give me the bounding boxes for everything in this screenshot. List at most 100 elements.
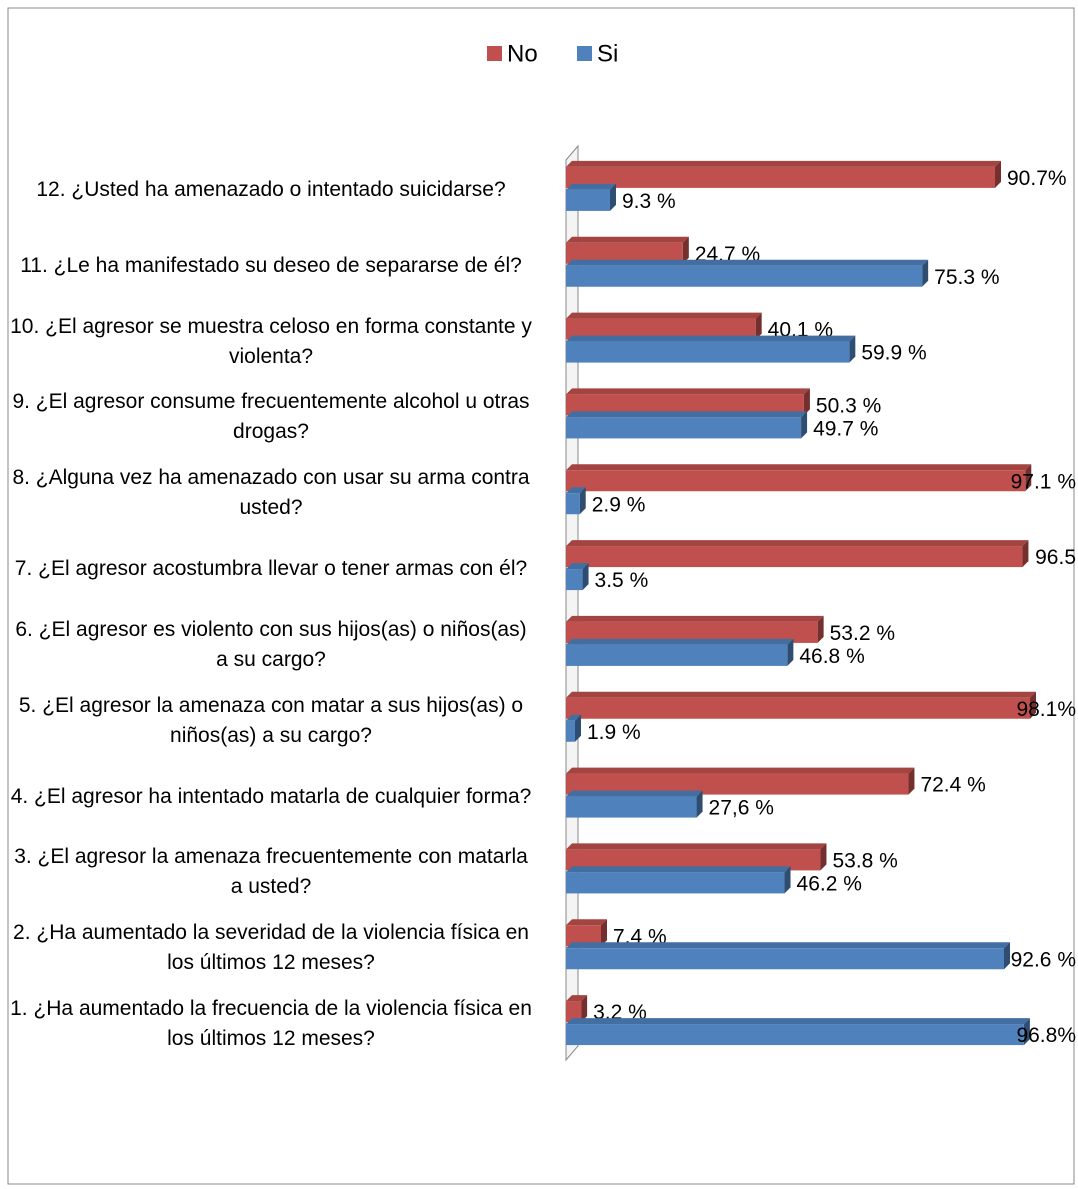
value-label: 50.3 % xyxy=(816,394,881,417)
category-label: 5. ¿El agresor la amenaza con matar a su… xyxy=(18,693,524,747)
value-label: 96.5 xyxy=(1035,546,1076,569)
category-label: 8. ¿Alguna vez ha amenazado con usar su … xyxy=(12,466,530,520)
value-label: 98.1% xyxy=(1016,698,1076,721)
bar-side xyxy=(1030,691,1037,719)
chart-border xyxy=(7,7,1075,1185)
bar-top xyxy=(566,714,581,721)
bar-top xyxy=(566,312,762,319)
bar xyxy=(566,341,850,363)
value-label: 2.9 % xyxy=(592,493,646,516)
bar xyxy=(566,796,697,818)
category-label: 2. ¿Ha aumentado la severidad de la viol… xyxy=(13,921,529,975)
bar xyxy=(566,394,804,416)
value-label: 96.8% xyxy=(1016,1024,1076,1047)
bar-side xyxy=(696,790,703,818)
bar-top xyxy=(566,411,808,418)
value-label: 72.4 % xyxy=(920,774,985,797)
bar-top xyxy=(566,1018,1030,1025)
bar xyxy=(566,546,1023,568)
bar-top xyxy=(566,388,810,395)
category-label: 6. ¿El agresor es violento con sus hijos… xyxy=(15,617,527,671)
category-label: 11. ¿Le ha manifestado su deseo de separ… xyxy=(20,253,522,277)
bar-top xyxy=(566,487,586,494)
category-label: 9. ¿El agresor consume frecuentemente al… xyxy=(12,390,530,444)
bar-top xyxy=(566,942,1010,949)
bar xyxy=(566,925,602,947)
legend-label: No xyxy=(507,40,538,67)
bar-side xyxy=(908,767,915,795)
bar-side xyxy=(582,563,589,591)
value-label: 53.2 % xyxy=(830,622,895,645)
value-label: 75.3 % xyxy=(934,266,999,289)
bar-top xyxy=(566,995,588,1002)
bar-top xyxy=(566,236,689,243)
category-label: 7. ¿El agresor acostumbra llevar o tener… xyxy=(14,557,528,581)
bar-side xyxy=(574,714,581,742)
bar-top xyxy=(566,335,856,342)
category-label: 1. ¿Ha aumentado la frecuencia de la vio… xyxy=(10,997,532,1051)
bar-top xyxy=(566,615,824,622)
bar-side xyxy=(601,919,608,947)
bar-side xyxy=(817,615,824,643)
bar xyxy=(566,621,818,643)
bar xyxy=(566,318,756,340)
bar-top xyxy=(566,638,794,645)
value-label: 49.7 % xyxy=(813,417,878,440)
value-label: 92.6 % xyxy=(1011,948,1076,971)
value-label: 46.2 % xyxy=(797,872,862,895)
bar-side xyxy=(820,843,827,871)
bar-top xyxy=(566,183,616,190)
value-label: 27,6 % xyxy=(709,797,774,820)
bar xyxy=(566,166,996,188)
value-label: 3.5 % xyxy=(595,569,649,592)
value-label: 53.8 % xyxy=(832,849,897,872)
bar-side xyxy=(803,388,810,416)
bar-top xyxy=(566,843,827,850)
value-label: 46.8 % xyxy=(799,645,864,668)
value-label: 90.7% xyxy=(1007,167,1067,190)
bar xyxy=(566,417,802,439)
bar xyxy=(566,1001,582,1023)
bar xyxy=(566,872,785,894)
bar-top xyxy=(566,540,1029,547)
legend-label: Si xyxy=(597,40,618,67)
bar-side xyxy=(682,236,689,264)
bar xyxy=(566,569,583,591)
category-label: 10. ¿El agresor se muestra celoso en for… xyxy=(10,314,532,368)
bar xyxy=(566,242,683,264)
bar xyxy=(566,948,1004,970)
bar-top xyxy=(566,259,929,266)
bar xyxy=(566,849,821,871)
bar-side xyxy=(1025,464,1032,492)
bar-side xyxy=(922,259,929,287)
bar-side xyxy=(579,487,586,515)
value-label: 97.1 % xyxy=(1011,470,1076,493)
bar-side xyxy=(849,335,856,363)
category-label: 12. ¿Usted ha amenazado o intentado suic… xyxy=(36,177,506,201)
value-label: 1.9 % xyxy=(587,721,641,744)
bar xyxy=(566,470,1026,492)
category-label: 3. ¿El agresor la amenaza frecuentemente… xyxy=(14,845,528,899)
bar-top xyxy=(566,919,608,926)
bar-side xyxy=(784,866,791,894)
bar-top xyxy=(566,464,1032,471)
value-label: 9.3 % xyxy=(622,190,676,213)
bar xyxy=(566,697,1031,719)
bar-top xyxy=(566,767,915,774)
bar-top xyxy=(566,790,703,797)
bar-top xyxy=(566,691,1037,698)
bar-side xyxy=(787,638,794,666)
bar-side xyxy=(1023,1018,1030,1046)
legend-swatch xyxy=(487,46,502,61)
bar-side xyxy=(1022,540,1029,568)
bar-top xyxy=(566,160,1002,167)
bar xyxy=(566,644,788,666)
bar-top xyxy=(566,563,589,570)
bar xyxy=(566,265,923,287)
value-label: 59.9 % xyxy=(861,342,926,365)
bar xyxy=(566,493,580,515)
bar-side xyxy=(581,995,588,1023)
legend-swatch xyxy=(577,46,592,61)
